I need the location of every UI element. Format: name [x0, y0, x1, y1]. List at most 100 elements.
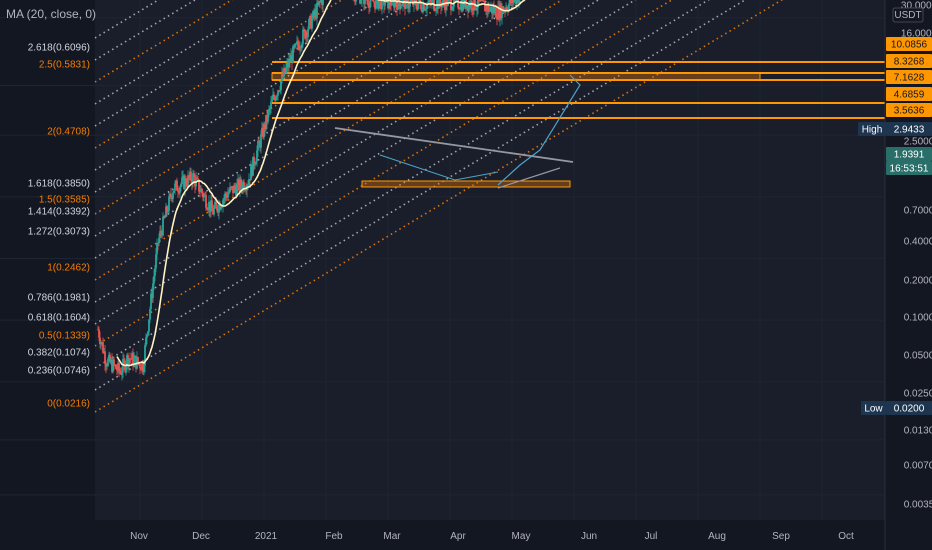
- candle-body: [240, 179, 242, 187]
- price-tick-label: 0.0035: [904, 500, 932, 511]
- fib-level-label: 0.382(0.1074): [28, 348, 90, 359]
- candle-body: [306, 32, 308, 37]
- candle-body: [147, 331, 149, 335]
- candle-body: [510, 0, 512, 4]
- fib-level-label: 2(0.4708): [47, 127, 90, 138]
- candle-body: [167, 210, 169, 212]
- price-badge-label: High: [862, 125, 883, 136]
- candle-body: [271, 99, 273, 102]
- candle-body: [286, 62, 288, 68]
- candle-body: [452, 6, 454, 10]
- candle-body: [164, 216, 166, 218]
- candle-body: [321, 0, 323, 5]
- candle-body: [489, 9, 491, 12]
- price-badge-label: 0.0200: [894, 404, 925, 415]
- candle-body: [238, 179, 240, 191]
- candle-body: [117, 362, 119, 371]
- candle-body: [229, 187, 231, 193]
- candle-body: [419, 0, 421, 3]
- price-badge: [861, 401, 886, 415]
- candle-body: [391, 0, 393, 6]
- candle-body: [506, 7, 508, 10]
- candle-body: [291, 55, 293, 63]
- candle-body: [253, 156, 255, 166]
- candle-body: [155, 254, 157, 269]
- candle-body: [185, 178, 187, 185]
- candle-body: [212, 208, 214, 215]
- candle-body: [182, 175, 184, 178]
- candle-body: [397, 0, 399, 10]
- candle-body: [417, 3, 419, 10]
- candle-body: [198, 179, 200, 192]
- price-badge: [886, 122, 932, 136]
- candle-body: [487, 4, 489, 12]
- candle-body: [187, 175, 189, 187]
- candle-body: [105, 363, 107, 367]
- time-tick-label: Sep: [772, 531, 790, 542]
- candle-body: [497, 6, 499, 20]
- candle-body: [488, 4, 490, 12]
- candle-body: [394, 0, 396, 8]
- target-zone-box: [271, 72, 761, 81]
- candle-body: [215, 201, 217, 205]
- candle-body: [209, 201, 211, 212]
- candle-body: [390, 3, 392, 6]
- support-zone-box: [361, 180, 571, 188]
- candle-body: [284, 67, 286, 73]
- candle-body: [468, 3, 470, 11]
- time-axis: [0, 520, 885, 550]
- candle-body: [499, 3, 501, 20]
- candle-body: [162, 216, 164, 236]
- candle-body: [252, 156, 254, 176]
- candle-body: [206, 207, 208, 210]
- fib-channel-line: [94, 0, 527, 259]
- candle-body: [285, 67, 287, 73]
- candle-body: [364, 0, 366, 4]
- fib-channel-line: [94, 0, 637, 325]
- candle-body: [442, 0, 444, 3]
- price-tick-label: 2.5000: [904, 137, 932, 148]
- candle-body: [150, 293, 152, 310]
- candle-body: [145, 337, 147, 346]
- candle-body: [272, 94, 274, 100]
- time-tick-label: Nov: [130, 531, 148, 542]
- candle-body: [420, 2, 422, 10]
- candle-body: [172, 192, 174, 199]
- candle-body: [219, 203, 221, 210]
- candle-body: [383, 0, 385, 6]
- candle-body: [467, 4, 469, 11]
- fib-level-label: 1.414(0.3392): [28, 207, 90, 218]
- price-tick-label: 0.0070: [904, 461, 932, 472]
- candle-body: [159, 231, 161, 238]
- candle-body: [143, 365, 145, 373]
- candle-body: [279, 90, 281, 91]
- candle-body: [101, 342, 103, 343]
- candle-body: [203, 194, 205, 198]
- time-tick-label: 2021: [255, 531, 278, 542]
- price-tick-label: 0.0500: [904, 351, 932, 362]
- candle-body: [193, 173, 195, 178]
- candle-body: [485, 5, 487, 12]
- candle-body: [243, 182, 245, 190]
- candle-body: [200, 188, 202, 192]
- time-tick-label: Jun: [581, 531, 597, 542]
- candle-body: [400, 6, 402, 9]
- time-tick-label: Jul: [645, 531, 658, 542]
- candle-body: [296, 41, 298, 44]
- candle-body: [262, 127, 264, 138]
- price-badge: [886, 401, 932, 415]
- candle-body: [257, 141, 259, 151]
- candle-body: [269, 108, 271, 110]
- price-tick-label: 0.0250: [904, 389, 932, 400]
- candle-body: [490, 6, 492, 10]
- candle-body: [254, 164, 256, 166]
- indicator-label[interactable]: MA (20, close, 0): [6, 7, 97, 21]
- candle-body: [220, 207, 222, 210]
- candle-body: [493, 7, 495, 13]
- candle-body: [135, 355, 137, 369]
- candle-body: [316, 2, 318, 19]
- candle-body: [205, 195, 207, 208]
- candle-body: [189, 171, 191, 178]
